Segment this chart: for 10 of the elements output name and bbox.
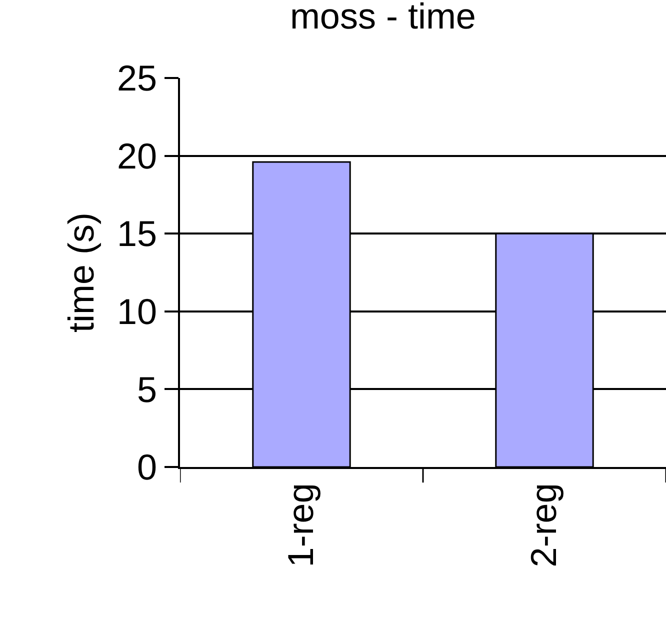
- y-tick-label: 10: [117, 291, 158, 332]
- y-tick-label: 25: [117, 58, 158, 99]
- y-tick-label: 5: [137, 368, 158, 410]
- y-tick-label: 0: [137, 446, 158, 488]
- y-tick-label: 15: [117, 213, 158, 254]
- x-tick-label: 2-reg: [523, 483, 564, 568]
- y-axis-title: time (s): [60, 212, 102, 332]
- chart-title: moss - time: [290, 0, 476, 36]
- y-tick-label: 20: [117, 135, 158, 176]
- x-tick-label: 1-reg: [280, 483, 322, 568]
